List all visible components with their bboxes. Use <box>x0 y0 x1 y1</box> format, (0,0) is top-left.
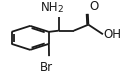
Text: Br: Br <box>40 61 53 74</box>
Text: O: O <box>89 0 98 13</box>
Text: OH: OH <box>103 28 122 41</box>
Text: 2: 2 <box>57 5 63 15</box>
Text: NH: NH <box>41 1 59 14</box>
